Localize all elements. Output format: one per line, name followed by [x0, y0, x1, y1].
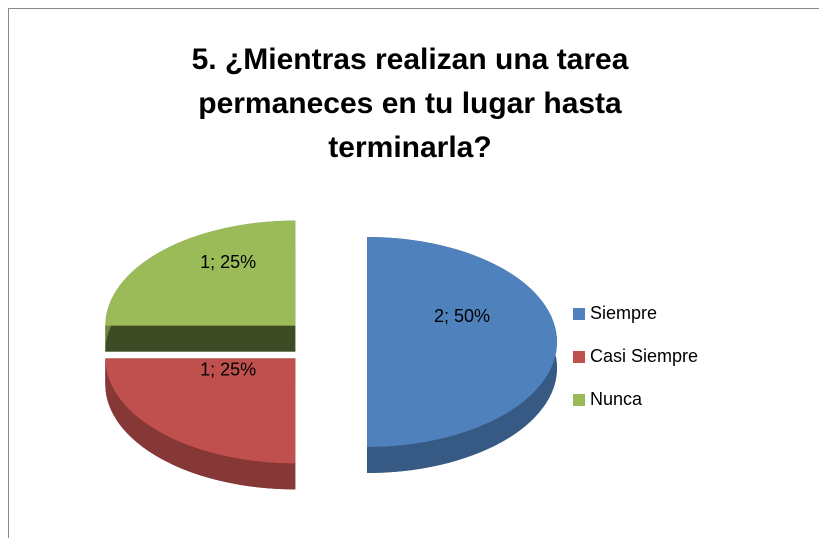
data-label: 1; 25%	[200, 359, 256, 379]
slice-top	[105, 220, 296, 326]
slice-top	[105, 358, 296, 464]
data-label: 2; 50%	[434, 306, 490, 326]
chart-title: 5. ¿Mientras realizan una tarea permanec…	[191, 43, 629, 164]
pie-slice	[367, 237, 557, 473]
chart-border	[8, 8, 819, 538]
legend-swatch	[573, 308, 585, 320]
legend-label: Casi Siempre	[590, 346, 698, 366]
legend-label: Siempre	[590, 303, 657, 323]
legend-swatch	[573, 351, 585, 363]
legend-swatch	[573, 394, 585, 406]
legend-label: Nunca	[590, 389, 643, 409]
slice-top	[367, 237, 557, 447]
pie-slice	[105, 358, 296, 490]
pie-slice	[105, 220, 296, 352]
slice-wall	[105, 358, 296, 490]
slice-edge	[105, 325, 296, 352]
data-label: 1; 25%	[200, 252, 256, 272]
